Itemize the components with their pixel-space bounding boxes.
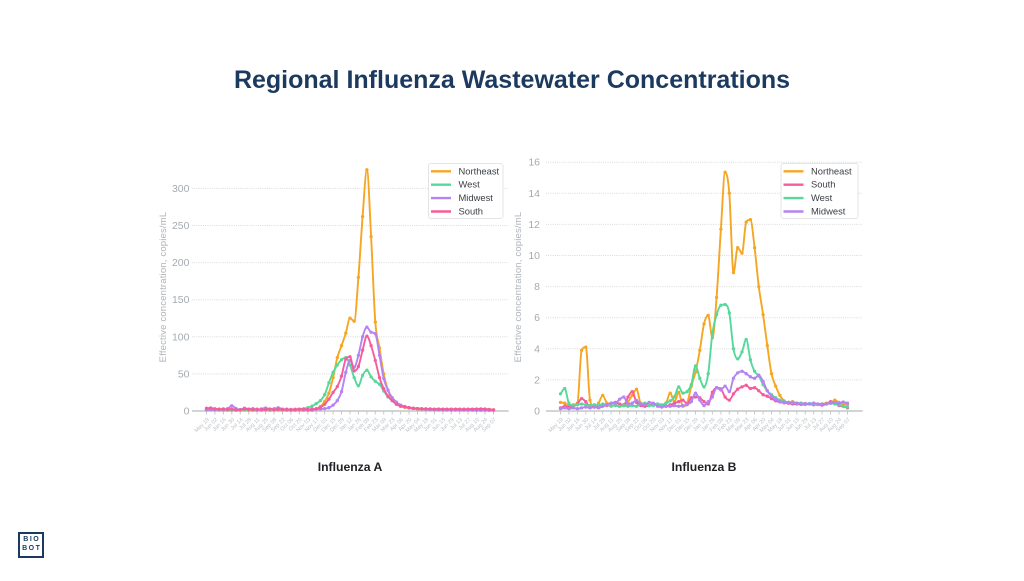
svg-text:12: 12 <box>528 219 540 231</box>
svg-text:Northeast: Northeast <box>459 165 500 176</box>
svg-text:Effective concentration, copie: Effective concentration, copies/mL <box>513 212 524 363</box>
svg-text:14: 14 <box>528 188 540 200</box>
svg-text:2: 2 <box>534 374 540 386</box>
svg-text:West: West <box>459 179 481 190</box>
svg-text:6: 6 <box>534 312 540 324</box>
svg-text:150: 150 <box>172 294 190 306</box>
svg-text:Midwest: Midwest <box>459 192 494 203</box>
svg-text:100: 100 <box>172 331 190 343</box>
svg-text:Influenza A: Influenza A <box>318 460 383 474</box>
svg-text:West: West <box>811 192 833 203</box>
svg-text:0: 0 <box>534 406 540 418</box>
svg-text:200: 200 <box>172 257 190 269</box>
svg-text:4: 4 <box>534 343 540 355</box>
svg-text:Influenza B: Influenza B <box>671 460 736 474</box>
svg-text:300: 300 <box>172 183 190 195</box>
svg-text:10: 10 <box>528 250 540 262</box>
svg-text:250: 250 <box>172 220 190 232</box>
svg-text:South: South <box>811 179 836 190</box>
svg-text:0: 0 <box>184 406 190 418</box>
svg-text:Effective concentration, copie: Effective concentration, copies/mL <box>158 212 169 363</box>
svg-text:South: South <box>459 206 484 217</box>
svg-text:Northeast: Northeast <box>811 165 852 176</box>
svg-text:16: 16 <box>528 157 540 169</box>
svg-text:50: 50 <box>178 368 190 380</box>
svg-text:8: 8 <box>534 281 540 293</box>
svg-text:Midwest: Midwest <box>811 206 846 217</box>
